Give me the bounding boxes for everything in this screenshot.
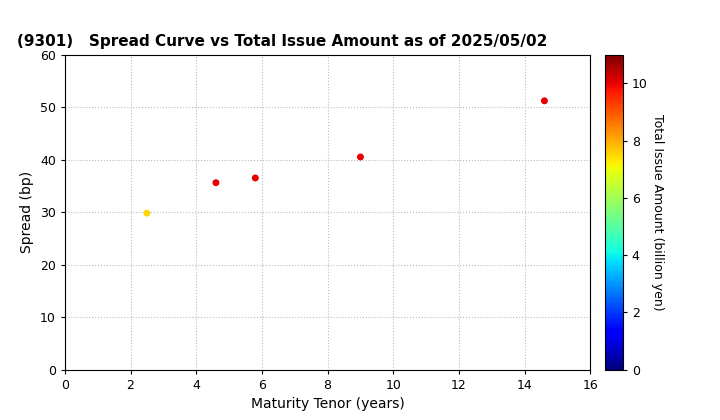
Point [355, 154, 366, 160]
Point [250, 175, 261, 181]
Y-axis label: Total Issue Amount (billion yen): Total Issue Amount (billion yen) [652, 114, 665, 310]
X-axis label: Maturity Tenor (years): Maturity Tenor (years) [251, 397, 405, 411]
Text: (9301)   Spread Curve vs Total Issue Amount as of 2025/05/02: (9301) Spread Curve vs Total Issue Amoun… [17, 34, 548, 49]
Point [539, 97, 550, 104]
Point [210, 179, 222, 186]
Y-axis label: Spread (bp): Spread (bp) [20, 171, 35, 253]
Point [141, 210, 153, 216]
